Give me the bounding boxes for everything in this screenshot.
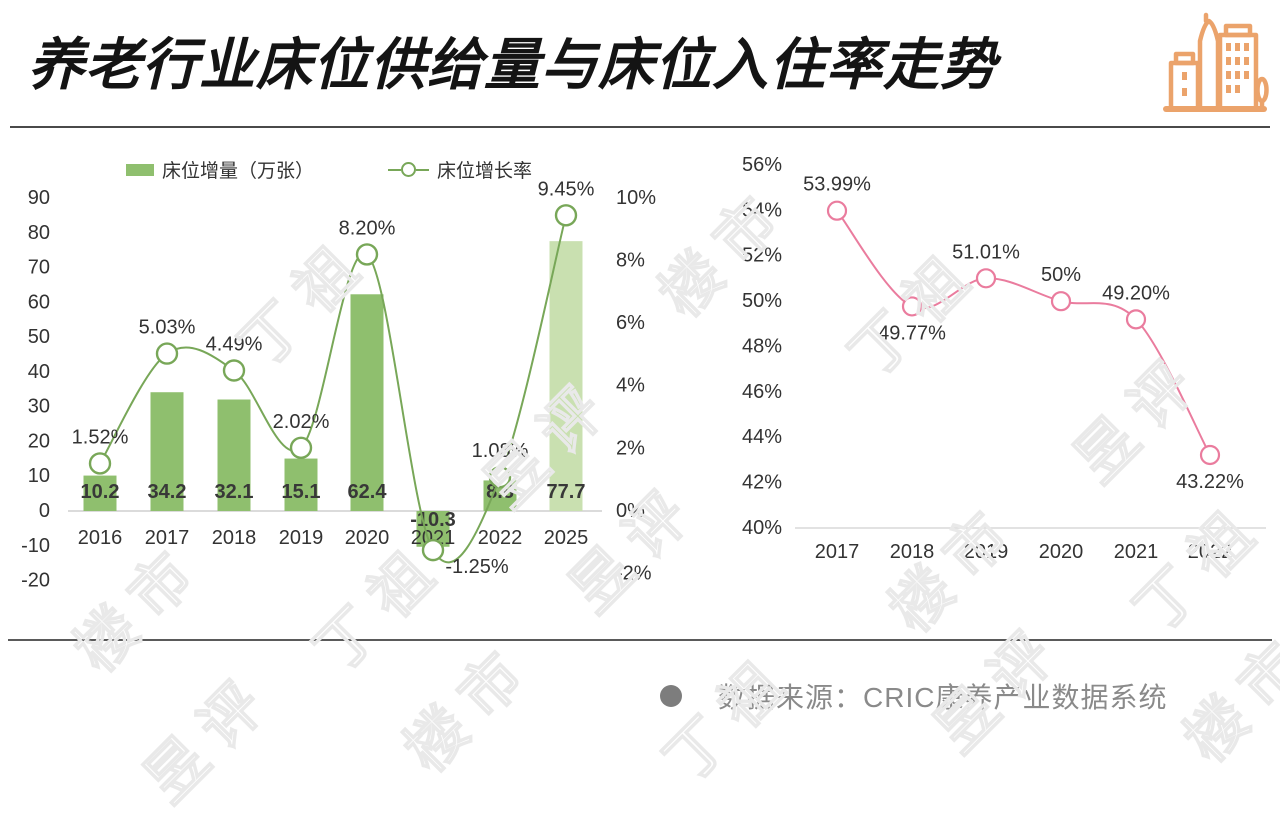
svg-text:49.77%: 49.77% (878, 322, 946, 344)
svg-text:2021: 2021 (411, 527, 456, 549)
bed-supply-chart: 90 80 70 60 50 40 30 20 10 0 -10 -20 10% 8% 6% 4% 2% 0% -2… (21, 178, 656, 592)
line-legend-label: 床位增长率 (437, 161, 533, 182)
svg-text:44%: 44% (742, 426, 782, 448)
svg-text:40: 40 (28, 361, 50, 383)
svg-text:2017: 2017 (815, 541, 860, 563)
svg-text:10.2: 10.2 (81, 481, 120, 503)
header-divider (10, 126, 1270, 128)
svg-text:2018: 2018 (890, 541, 935, 563)
svg-text:46%: 46% (742, 381, 782, 403)
svg-text:10%: 10% (616, 187, 656, 209)
svg-text:56%: 56% (742, 154, 782, 176)
left-chart-legend: 床位增量（万张） 床位增长率 (126, 156, 532, 183)
svg-text:2%: 2% (616, 437, 645, 459)
svg-text:2020: 2020 (1039, 541, 1084, 563)
svg-text:62.4: 62.4 (348, 481, 388, 503)
svg-text:48%: 48% (742, 335, 782, 357)
svg-text:1.52%: 1.52% (72, 426, 129, 448)
watermark-text: 楼市 (1171, 619, 1280, 775)
source-label: 数据来源：CRIC康养产业数据系统 (718, 682, 1168, 713)
svg-text:-20: -20 (21, 570, 50, 592)
bar-legend-swatch (126, 163, 154, 176)
svg-text:8%: 8% (616, 250, 645, 272)
svg-text:60: 60 (28, 291, 50, 313)
svg-text:5.03%: 5.03% (139, 317, 196, 339)
bullet-icon (660, 685, 682, 707)
svg-text:77.7: 77.7 (547, 481, 586, 503)
svg-text:-1.25%: -1.25% (445, 556, 509, 578)
svg-text:10: 10 (28, 465, 50, 487)
svg-text:8.20%: 8.20% (339, 217, 396, 239)
svg-text:2020: 2020 (345, 527, 390, 549)
svg-text:15.1: 15.1 (282, 481, 321, 503)
svg-text:42%: 42% (742, 472, 782, 494)
svg-text:2021: 2021 (1114, 541, 1159, 563)
svg-text:34.2: 34.2 (148, 481, 187, 503)
svg-text:2022: 2022 (478, 527, 523, 549)
watermark-text: 昱评 (131, 659, 287, 815)
svg-text:4.49%: 4.49% (206, 334, 263, 356)
svg-text:2018: 2018 (212, 527, 257, 549)
svg-text:8.8: 8.8 (486, 481, 514, 503)
svg-text:54%: 54% (742, 199, 782, 221)
city-buildings-icon (1158, 8, 1270, 118)
svg-text:51.01%: 51.01% (952, 241, 1020, 263)
svg-text:20: 20 (28, 430, 50, 452)
svg-text:2019: 2019 (964, 541, 1009, 563)
svg-text:0%: 0% (616, 500, 645, 522)
line-legend-marker (388, 162, 430, 177)
svg-text:50%: 50% (1041, 264, 1081, 286)
svg-text:52%: 52% (742, 245, 782, 267)
occupancy-rate-chart: 56% 54% 52% 50% 48% 46% 44% 42% 40% 2017 2018 2019 2… (742, 154, 1266, 563)
svg-text:70: 70 (28, 257, 50, 279)
svg-text:4%: 4% (616, 375, 645, 397)
svg-text:90: 90 (28, 187, 50, 209)
svg-text:50: 50 (28, 326, 50, 348)
svg-text:49.20%: 49.20% (1102, 282, 1170, 304)
svg-text:40%: 40% (742, 517, 782, 539)
source-note: 数据来源：CRIC康养产业数据系统 (660, 676, 1167, 716)
svg-text:43.22%: 43.22% (1176, 471, 1244, 493)
svg-text:80: 80 (28, 222, 50, 244)
bar-legend-label: 床位增量（万张） (162, 161, 315, 182)
svg-text:1.08%: 1.08% (472, 440, 529, 462)
svg-text:2025: 2025 (544, 527, 589, 549)
footer-divider (8, 639, 1272, 641)
svg-text:6%: 6% (616, 312, 645, 334)
svg-text:2019: 2019 (279, 527, 324, 549)
svg-text:2017: 2017 (145, 527, 190, 549)
svg-text:-2%: -2% (616, 562, 652, 584)
svg-text:2.02%: 2.02% (273, 411, 330, 433)
page-title: 养老行业床位供给量与床位入住率走势 (28, 33, 997, 96)
svg-text:2022: 2022 (1188, 541, 1233, 563)
svg-text:0: 0 (39, 500, 50, 522)
svg-text:30: 30 (28, 396, 50, 418)
svg-text:32.1: 32.1 (215, 481, 254, 503)
watermark-text: 楼市 (391, 629, 547, 785)
svg-text:-10: -10 (21, 535, 50, 557)
svg-text:50%: 50% (742, 290, 782, 312)
svg-text:53.99%: 53.99% (803, 174, 871, 196)
svg-text:2016: 2016 (78, 527, 123, 549)
svg-text:9.45%: 9.45% (538, 178, 595, 200)
